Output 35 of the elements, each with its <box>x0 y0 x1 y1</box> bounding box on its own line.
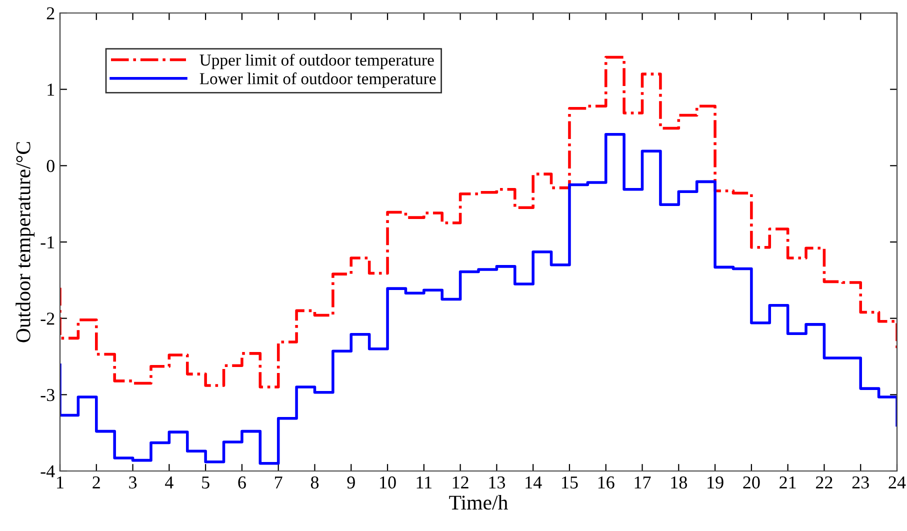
x-tick-label: 11 <box>416 476 432 488</box>
x-tick-label: 13 <box>489 476 506 489</box>
x-axis-title: Time/h <box>449 495 508 510</box>
x-tick-label: 18 <box>671 476 687 489</box>
x-tick-label: 17 <box>634 476 651 488</box>
x-tick-label: 24 <box>888 476 906 488</box>
x-tick-label: 19 <box>708 476 724 489</box>
y-axis-title: Outdoor temperature/°C <box>16 142 35 342</box>
x-tick-label: 3 <box>129 476 137 489</box>
x-tick-label: 1 <box>57 476 64 488</box>
x-tick-label: 20 <box>743 476 760 489</box>
x-tick-label: 12 <box>452 476 468 488</box>
x-tick-label: 22 <box>816 476 832 488</box>
x-tick-label: 8 <box>310 476 319 489</box>
y-tick-label: -3 <box>40 388 54 402</box>
y-tick-label: 2 <box>46 7 54 20</box>
legend-label: Lower limit of outdoor temperature <box>200 72 436 88</box>
x-tick-label: 23 <box>852 476 869 489</box>
x-tick-label: 16 <box>598 476 614 489</box>
y-tick-label: 0 <box>46 160 54 172</box>
x-tick-label: 10 <box>380 476 396 489</box>
x-tick-label: 15 <box>562 476 578 489</box>
y-tick-label: -4 <box>40 465 55 478</box>
y-tick-label: -1 <box>40 236 54 248</box>
x-tick-label: 21 <box>780 476 796 488</box>
x-tick-label: 5 <box>202 476 210 489</box>
legend-label: Upper limit of outdoor temperature <box>200 54 434 70</box>
x-tick-label: 2 <box>92 476 100 488</box>
x-tick-label: 9 <box>347 476 355 489</box>
x-tick-label: 4 <box>165 476 174 488</box>
x-tick-label: 6 <box>238 476 246 489</box>
y-tick-label: 1 <box>48 84 54 96</box>
y-tick-label: -2 <box>40 312 54 325</box>
x-tick-label: 14 <box>526 476 542 488</box>
x-tick-label: 7 <box>275 476 282 488</box>
